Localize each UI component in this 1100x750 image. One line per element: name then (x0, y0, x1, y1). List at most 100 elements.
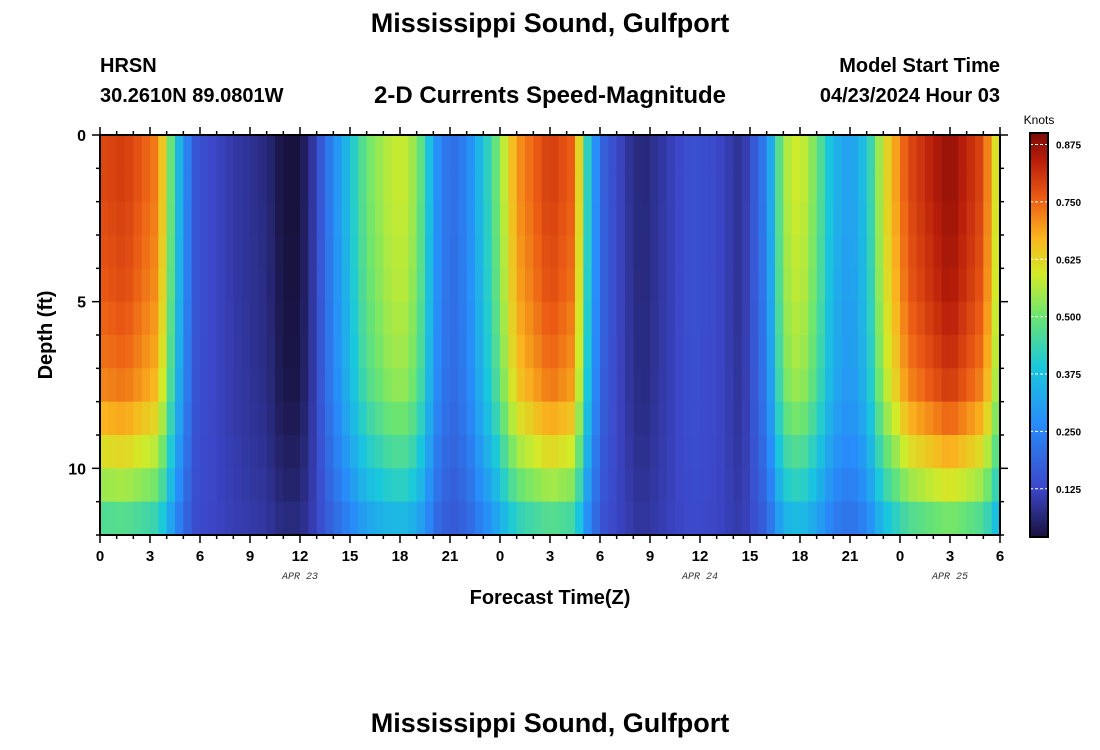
heatmap-cell (758, 235, 768, 269)
heatmap-cell (416, 335, 426, 369)
heatmap-cell (650, 268, 659, 303)
heatmap-cell (575, 201, 584, 236)
heatmap-cell (591, 268, 601, 303)
heatmap-cell (491, 435, 501, 469)
heatmap-cell (558, 435, 568, 469)
heatmap-cell (616, 335, 626, 369)
heatmap-cell (233, 368, 243, 403)
heatmap-cell (941, 368, 951, 403)
heatmap-cell (508, 468, 518, 503)
heatmap-cell (175, 468, 184, 503)
heatmap-cell (908, 235, 918, 269)
heatmap-cell (600, 135, 609, 169)
heatmap-cell (416, 235, 426, 269)
heatmap-cell (716, 368, 726, 403)
heatmap-cell (450, 368, 459, 403)
heatmap-cell (683, 368, 693, 403)
heatmap-cell (100, 301, 109, 336)
heatmap-cell (533, 201, 543, 236)
heatmap-cell (208, 468, 218, 503)
heatmap-cell (141, 368, 151, 403)
heatmap-cell (325, 468, 334, 503)
heatmap-cell (625, 301, 634, 336)
x-tick-label: 0 (96, 548, 104, 565)
heatmap-cell (650, 368, 659, 403)
heatmap-cell (500, 468, 509, 503)
heatmap-cell (825, 401, 834, 436)
heatmap-cell (758, 501, 768, 536)
heatmap-cell (316, 268, 326, 303)
heatmap-cell (941, 468, 951, 503)
heatmap-cell (441, 135, 451, 169)
heatmap-cell (233, 468, 243, 503)
heatmap-cell (275, 368, 284, 403)
heatmap-cell (500, 401, 509, 436)
heatmap-cell (491, 301, 501, 336)
heatmap-cell (600, 368, 609, 403)
heatmap-cell (491, 235, 501, 269)
heatmap-cell (400, 168, 409, 203)
heatmap-cell (225, 368, 234, 403)
heatmap-cell (266, 501, 276, 536)
heatmap-cell (575, 368, 584, 403)
heatmap-cell (125, 168, 134, 203)
heatmap-cell (975, 168, 984, 203)
heatmap-cell (241, 435, 251, 469)
heatmap-cell (108, 301, 118, 336)
heatmap-cell (166, 268, 176, 303)
heatmap-cell (966, 501, 976, 536)
heatmap-cell (391, 235, 401, 269)
heatmap-cell (233, 301, 243, 336)
heatmap-cell (866, 435, 876, 469)
heatmap-cell (866, 301, 876, 336)
heatmap-cell (708, 268, 718, 303)
heatmap-cell (425, 201, 434, 236)
heatmap-cell (200, 401, 209, 436)
heatmap-cell (650, 135, 659, 169)
heatmap-cell (475, 135, 484, 169)
heatmap-cell (208, 301, 218, 336)
x-tick-label: 12 (292, 548, 309, 565)
heatmap-cell (633, 135, 643, 169)
heatmap-cell (266, 135, 276, 169)
heatmap-cell (783, 401, 793, 436)
heatmap-cell (200, 368, 209, 403)
heatmap-cell (500, 235, 509, 269)
heatmap-cell (441, 335, 451, 369)
heatmap-cell (208, 268, 218, 303)
heatmap-cell (200, 168, 209, 203)
heatmap-cell (175, 301, 184, 336)
heatmap-cell (675, 235, 684, 269)
heatmap-cell (508, 435, 518, 469)
heatmap-cell (275, 201, 284, 236)
heatmap-cell (841, 268, 851, 303)
heatmap-cell (141, 135, 151, 169)
heatmap-cell (541, 335, 551, 369)
heatmap-cell (675, 468, 684, 503)
heatmap-cell (775, 135, 784, 169)
heatmap-cell (833, 201, 843, 236)
heatmap-cell (566, 268, 576, 303)
heatmap-cell (575, 135, 584, 169)
heatmap-cell (566, 235, 576, 269)
heatmap-cell (608, 135, 618, 169)
heatmap-cell (616, 168, 626, 203)
heatmap-cell (966, 435, 976, 469)
heatmap-cell (791, 335, 801, 369)
heatmap-cell (291, 301, 301, 336)
heatmap-cell (800, 501, 809, 536)
heatmap-cell (716, 468, 726, 503)
heatmap-cell (908, 501, 918, 536)
heatmap-cell (291, 435, 301, 469)
heatmap-cell (500, 501, 509, 536)
heatmap-cell (875, 201, 884, 236)
heatmap-cell (250, 201, 259, 236)
heatmap-cell (858, 401, 868, 436)
heatmap-cell (950, 368, 959, 403)
heatmap-cell (766, 201, 776, 236)
colorbar-units-label: Knots (1024, 113, 1055, 127)
heatmap-cell (900, 335, 909, 369)
heatmap-cell (458, 435, 468, 469)
heatmap-cell (275, 268, 284, 303)
heatmap-cell (466, 201, 476, 236)
